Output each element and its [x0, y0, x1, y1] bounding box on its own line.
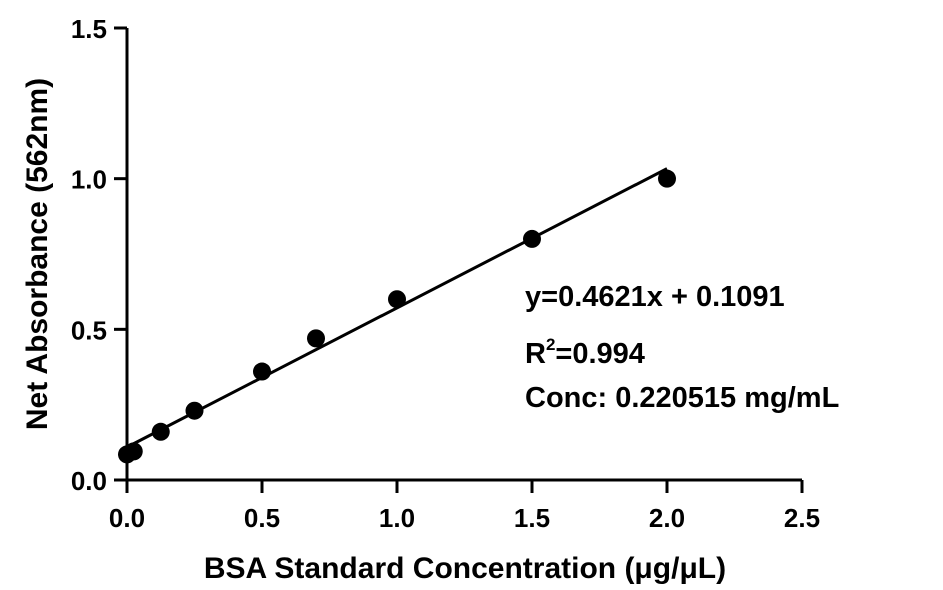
y-tick-label: 1.5	[71, 14, 107, 44]
x-tick-label: 0.0	[109, 503, 145, 533]
x-tick-label: 2.5	[784, 503, 820, 533]
data-points	[118, 169, 676, 464]
y-tick-label: 0.0	[71, 466, 107, 496]
data-point	[388, 290, 406, 309]
fit-equation: y=0.4621x + 0.1091	[525, 281, 785, 313]
x-tick-label: 2.0	[649, 503, 685, 533]
r-squared-prefix: R	[525, 338, 546, 370]
y-tick-label: 0.5	[71, 315, 107, 345]
data-point	[185, 401, 204, 420]
x-tick-label: 1.5	[514, 503, 550, 533]
ticks: 0.0 0.5 1.0 1.5 2.0 2.5 0.0 0.5 1.0 1.5	[71, 14, 820, 533]
y-axis-title: Net Absorbance (562nm)	[21, 78, 54, 430]
y-tick-label: 1.0	[71, 165, 107, 195]
x-axis-title: BSA Standard Concentration (μg/μL)	[204, 552, 726, 585]
x-tick-label: 0.5	[244, 503, 280, 533]
data-point	[307, 329, 325, 348]
data-point	[253, 362, 271, 381]
data-point	[658, 169, 676, 188]
data-point	[523, 229, 541, 248]
r-squared: R2=0.994	[525, 336, 645, 370]
r-squared-value: =0.994	[555, 338, 645, 370]
data-point	[124, 442, 143, 461]
concentration-label: Conc: 0.220515 mg/mL	[525, 382, 840, 414]
data-point	[151, 422, 170, 441]
r-squared-superscript: 2	[545, 335, 556, 354]
axes	[125, 28, 802, 482]
x-tick-label: 1.0	[379, 503, 415, 533]
